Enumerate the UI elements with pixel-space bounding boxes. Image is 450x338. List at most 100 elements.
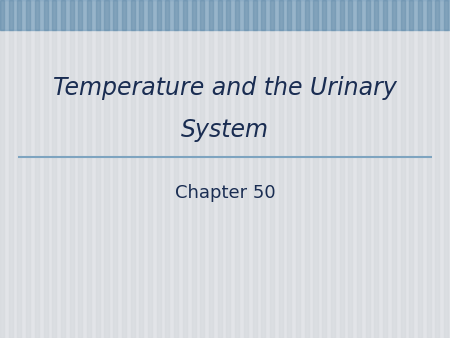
Bar	[374, 0, 378, 338]
Bar	[209, 0, 213, 338]
Bar	[444, 0, 448, 338]
Bar	[9, 0, 13, 30]
Bar	[235, 0, 239, 30]
Bar	[140, 0, 144, 30]
Bar	[61, 0, 65, 30]
Bar	[270, 0, 274, 30]
Bar	[113, 0, 117, 30]
Bar	[348, 0, 352, 30]
Bar	[235, 0, 239, 338]
Bar	[104, 0, 108, 338]
Bar	[357, 0, 361, 338]
Bar	[340, 0, 344, 338]
Bar	[331, 0, 335, 30]
Bar	[35, 0, 39, 30]
Bar	[244, 0, 248, 338]
Bar	[400, 0, 405, 30]
Bar	[392, 0, 396, 338]
Bar	[166, 0, 170, 338]
Bar	[70, 0, 74, 30]
Bar	[96, 0, 100, 338]
Bar	[444, 0, 448, 30]
Bar	[122, 0, 126, 30]
Bar	[52, 0, 56, 30]
Bar	[44, 0, 48, 30]
Bar	[279, 0, 283, 338]
Bar	[244, 0, 248, 30]
Bar	[374, 0, 378, 30]
Bar	[70, 0, 74, 338]
Bar	[226, 0, 230, 30]
Bar	[87, 0, 91, 338]
Bar	[140, 0, 144, 338]
Bar	[288, 0, 292, 338]
Bar	[261, 0, 266, 338]
Bar	[192, 0, 196, 338]
Bar	[322, 0, 326, 30]
Bar	[314, 0, 318, 338]
Bar	[148, 0, 152, 338]
Bar	[261, 0, 266, 30]
Bar	[78, 0, 82, 338]
Bar	[383, 0, 387, 30]
Bar	[87, 0, 91, 30]
Bar	[61, 0, 65, 338]
Bar	[130, 0, 135, 30]
Bar	[418, 0, 422, 30]
Bar	[78, 0, 82, 30]
Bar	[209, 0, 213, 30]
Bar	[192, 0, 196, 30]
Bar	[44, 0, 48, 338]
Bar	[148, 0, 152, 30]
Bar	[174, 0, 178, 338]
Bar	[18, 0, 22, 338]
Bar	[104, 0, 108, 30]
Bar	[200, 0, 204, 338]
Bar	[157, 0, 161, 338]
Bar	[435, 0, 439, 30]
Bar	[357, 0, 361, 30]
Text: Chapter 50: Chapter 50	[175, 184, 275, 202]
Bar	[305, 0, 309, 30]
Bar	[252, 0, 256, 338]
Bar	[157, 0, 161, 30]
Bar	[322, 0, 326, 338]
Bar	[270, 0, 274, 338]
Bar	[296, 0, 300, 338]
Bar	[122, 0, 126, 338]
Bar	[35, 0, 39, 338]
Bar	[418, 0, 422, 338]
Text: System: System	[181, 118, 269, 142]
Bar	[279, 0, 283, 30]
Bar	[218, 0, 222, 30]
Bar	[331, 0, 335, 338]
Bar	[26, 0, 30, 338]
Bar	[130, 0, 135, 338]
Bar	[435, 0, 439, 338]
Bar	[26, 0, 30, 30]
Bar	[409, 0, 413, 30]
Bar	[183, 0, 187, 30]
Bar	[427, 0, 431, 30]
Bar	[226, 0, 230, 338]
Bar	[366, 0, 370, 30]
Bar	[288, 0, 292, 30]
Bar	[96, 0, 100, 30]
Bar	[183, 0, 187, 338]
Bar	[218, 0, 222, 338]
Bar	[400, 0, 405, 338]
Bar	[0, 0, 4, 30]
Bar	[427, 0, 431, 338]
Bar	[52, 0, 56, 338]
Bar	[174, 0, 178, 30]
Bar	[252, 0, 256, 30]
Bar	[392, 0, 396, 30]
Bar	[0, 0, 450, 30]
Text: Temperature and the Urinary: Temperature and the Urinary	[53, 76, 397, 100]
Bar	[18, 0, 22, 30]
Bar	[366, 0, 370, 338]
Bar	[348, 0, 352, 338]
Bar	[0, 0, 4, 338]
Bar	[409, 0, 413, 338]
Bar	[340, 0, 344, 30]
